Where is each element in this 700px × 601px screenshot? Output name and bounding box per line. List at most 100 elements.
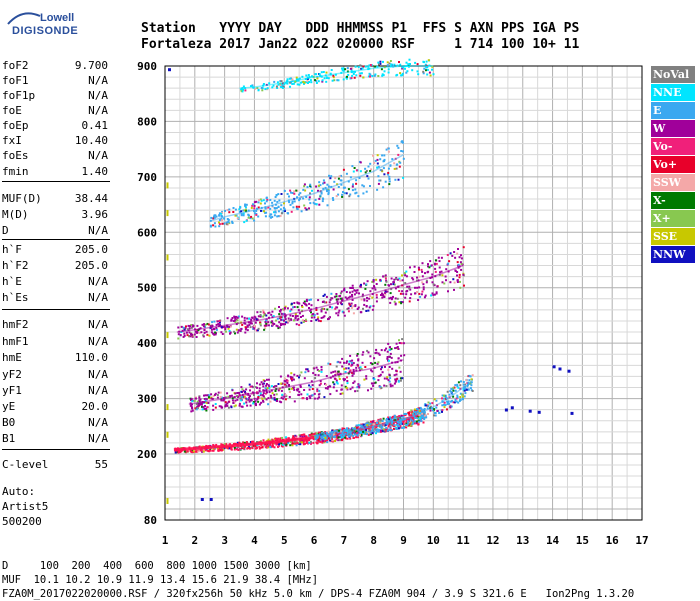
echo-point xyxy=(257,201,260,204)
echo-point xyxy=(281,393,284,396)
echo-point xyxy=(253,201,256,204)
echo-point xyxy=(300,316,302,318)
echo-point xyxy=(336,79,339,82)
echo-point xyxy=(388,284,391,287)
echo-point xyxy=(295,205,298,208)
echo-point xyxy=(324,301,327,304)
echo-point xyxy=(421,281,424,284)
param-row: foEs N/A xyxy=(2,149,108,163)
echo-point xyxy=(241,388,244,391)
echo-point xyxy=(212,332,215,335)
low-freq-echo xyxy=(166,404,169,411)
echo-point xyxy=(235,318,238,321)
echo-point xyxy=(309,79,312,82)
echo-point xyxy=(347,296,350,299)
echo-point xyxy=(198,445,201,448)
echo-point xyxy=(317,189,319,192)
echo-point xyxy=(436,410,439,412)
echo-point xyxy=(323,293,326,296)
echo-point xyxy=(273,396,276,399)
echo-point xyxy=(462,388,465,391)
echo-point xyxy=(231,220,234,223)
echo-point xyxy=(251,84,254,87)
echo-point xyxy=(398,290,401,292)
echo-point xyxy=(328,174,330,177)
echo-point xyxy=(394,297,397,300)
echo-point xyxy=(452,278,455,281)
echo-point xyxy=(226,392,229,395)
echo-point xyxy=(234,399,237,402)
echo-point xyxy=(295,435,298,438)
echo-point xyxy=(357,383,360,386)
echo-point xyxy=(263,380,266,382)
echo-point xyxy=(264,327,267,330)
echo-point xyxy=(340,174,343,177)
echo-point xyxy=(351,74,354,77)
echo-point xyxy=(366,280,369,283)
param-row: yF1 N/A xyxy=(2,384,108,398)
echo-point xyxy=(378,429,381,431)
echo-point xyxy=(218,323,221,326)
echo-point xyxy=(293,192,296,195)
echo-point xyxy=(293,306,296,308)
echo-point xyxy=(400,302,403,305)
echo-point xyxy=(367,432,370,435)
echo-point xyxy=(360,368,363,370)
echo-point xyxy=(214,225,217,228)
echo-point xyxy=(362,432,365,435)
echo-point xyxy=(371,363,374,366)
param-row: D N/A xyxy=(2,224,108,238)
echo-point xyxy=(242,85,245,88)
echo-point xyxy=(235,328,238,331)
echo-point xyxy=(202,335,205,338)
echo-point xyxy=(211,321,214,324)
echo-point xyxy=(290,372,293,375)
legend-item: Vo- xyxy=(651,138,695,155)
echo-point xyxy=(408,287,411,290)
footer-info: D 100 200 400 600 800 1000 1500 3000 [km… xyxy=(2,559,634,601)
echo-point xyxy=(371,287,374,290)
echo-point xyxy=(325,295,328,298)
echo-point xyxy=(328,301,331,304)
x-tick-label: 4 xyxy=(251,534,258,547)
echo-point xyxy=(382,167,385,170)
echo-point xyxy=(223,325,226,328)
echo-point xyxy=(283,208,286,211)
echo-point xyxy=(235,214,238,217)
echo-point xyxy=(252,203,254,206)
echo-point xyxy=(221,222,224,225)
echo-point xyxy=(340,290,343,293)
echo-point xyxy=(404,272,406,275)
echo-point xyxy=(407,424,410,427)
echo-point xyxy=(190,333,192,335)
echo-point xyxy=(281,319,284,321)
echo-point xyxy=(455,400,458,403)
echo-point xyxy=(218,320,221,322)
echo-point xyxy=(388,418,391,421)
echo-point xyxy=(431,402,434,405)
echo-point xyxy=(240,213,243,216)
echo-point xyxy=(398,301,401,304)
echo-point xyxy=(268,311,271,314)
echo-point xyxy=(210,331,213,334)
echo-point xyxy=(375,421,378,424)
echo-point xyxy=(259,440,262,443)
echo-point xyxy=(323,438,326,441)
echo-point xyxy=(379,278,382,281)
echo-point xyxy=(418,286,421,289)
echo-point xyxy=(452,386,455,389)
y-tick-label: 600 xyxy=(137,226,157,239)
echo-point xyxy=(209,224,212,227)
echo-point xyxy=(461,263,464,266)
echo-point xyxy=(244,206,247,209)
echo-point xyxy=(185,331,188,334)
echo-point xyxy=(278,306,280,308)
echo-point xyxy=(320,368,323,371)
echo-point xyxy=(389,346,391,349)
echo-point xyxy=(470,378,473,381)
echo-point xyxy=(331,306,334,309)
echo-point xyxy=(242,214,245,217)
echo-point xyxy=(416,276,418,279)
echo-point xyxy=(463,395,466,398)
echo-point xyxy=(355,430,358,433)
